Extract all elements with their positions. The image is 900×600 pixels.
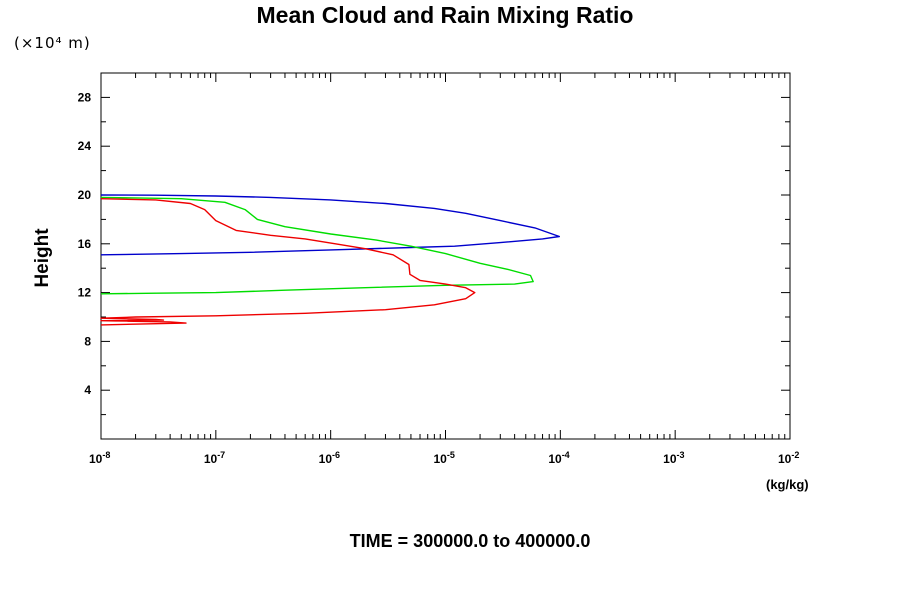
x-tick-label: 10-3 [663, 450, 684, 466]
plot-frame [100, 72, 791, 440]
series-line-3 [100, 198, 476, 326]
x-tick-label: 10-7 [204, 450, 225, 466]
y-tick-label: 20 [78, 188, 92, 202]
tick-labels: 10-8 10-7 10-6 10-5 10-4 10-3 10-2 4 8 12 16 20 24 28 [78, 90, 800, 466]
chart-title: Mean Cloud and Rain Mixing Ratio [256, 2, 634, 28]
x-tick-label: 10-6 [319, 450, 340, 466]
x-unit-label: (kg/kg) [766, 477, 809, 492]
axis-ticks [100, 73, 791, 439]
series-line-2 [100, 196, 534, 295]
x-tick-label: 10-5 [434, 450, 455, 466]
x-tick-label: 10-8 [89, 450, 110, 466]
y-tick-label: 8 [84, 334, 91, 348]
y-tick-label: 28 [78, 90, 92, 104]
y-tick-label: 16 [78, 237, 92, 251]
x-tick-label: 10-2 [778, 450, 799, 466]
y-tick-label: 24 [78, 139, 92, 153]
y-unit-label: (×10⁴ m) [14, 34, 91, 52]
y-tick-label: 12 [78, 286, 92, 300]
series-line-1 [100, 194, 560, 256]
data-series [100, 194, 560, 326]
y-tick-label: 4 [84, 383, 91, 397]
time-range-label: TIME = 300000.0 to 400000.0 [349, 531, 591, 551]
x-tick-label: 10-4 [548, 450, 569, 466]
